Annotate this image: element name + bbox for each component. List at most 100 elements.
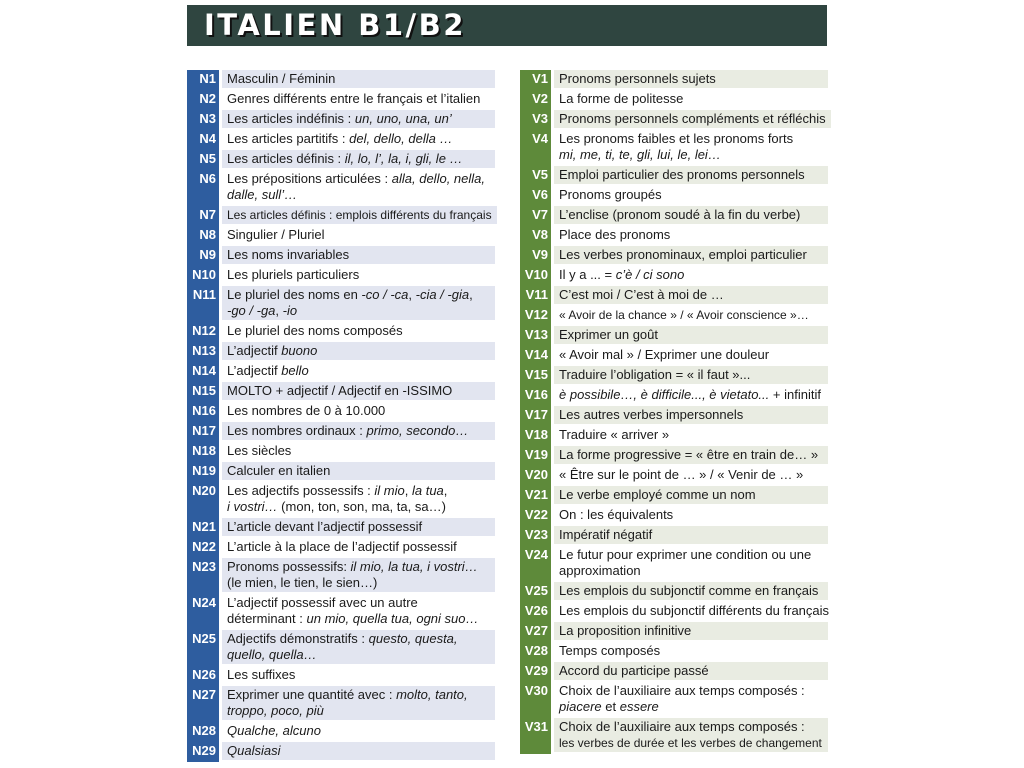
entry-title: La forme de politesse (554, 90, 828, 108)
toc-entry: V15 Traduire l’obligation = « il faut »..… (520, 366, 828, 384)
toc-entry: V29 Accord du participe passé (520, 662, 828, 680)
entry-title: Place des pronoms (554, 226, 828, 244)
entry-text-segment: buono (281, 343, 318, 358)
toc-entry: V30 Choix de l’auxiliaire aux temps compo… (520, 682, 828, 716)
entry-number: N1 (199, 71, 216, 86)
entry-title: Les articles définis : emplois différent… (222, 206, 497, 224)
entry-title: Masculin / Féminin (222, 70, 495, 88)
noms-column: N1 Masculin / Féminin N2 Genres différents … (187, 70, 497, 762)
entry-text-segment: Les suffixes (227, 667, 296, 682)
entry-title: Les nombres ordinaux : primo, secondo… (222, 422, 495, 440)
entry-number: N22 (192, 539, 216, 554)
entry-title: Accord du participe passé (554, 662, 828, 680)
toc-entry: N18 Les siècles (187, 442, 495, 460)
entry-number: N6 (199, 171, 216, 186)
toc-entry: N6 Les prépositions articulées : alla, de… (187, 170, 495, 204)
entry-text-segment: Exprimer un goût (559, 327, 658, 342)
entry-text-segment: (le mien, le tien, le sien…) (227, 575, 378, 590)
entry-text-segment: questo, questa, (368, 631, 458, 646)
toc-entry: N7 Les articles définis : emplois différe… (187, 206, 497, 224)
entry-title: Les articles définis : il, lo, l’, la, i… (222, 150, 495, 168)
toc-entry: N11 Le pluriel des noms en -co / -ca, -ci… (187, 286, 495, 320)
entry-number: V5 (532, 167, 548, 182)
entry-text-segment: il mio (374, 483, 405, 498)
entry-number: N21 (192, 519, 216, 534)
entry-text-segment: Singulier / Pluriel (227, 227, 325, 242)
entry-text-segment: L’adjectif possessif avec un autre (227, 595, 418, 610)
entry-title: è possibile…, è difficile..., è vietato.… (554, 386, 828, 404)
entry-text-segment: -io (282, 303, 298, 318)
entry-text-segment: Genres différents entre le français et l… (227, 91, 481, 106)
toc-entry: V28 Temps composés (520, 642, 828, 660)
toc-entry: N24 L’adjectif possessif avec un autre dét… (187, 594, 495, 628)
entry-title: Pronoms personnels compléments et réfléc… (554, 110, 831, 128)
toc-entry: V22 On : les équivalents (520, 506, 828, 524)
entry-text-segment: Le pluriel des noms composés (227, 323, 403, 338)
toc-entry: N16 Les nombres de 0 à 10.000 (187, 402, 495, 420)
entry-text-segment: La forme de politesse (559, 91, 684, 106)
toc-entry: N28 Qualche, alcuno (187, 722, 495, 740)
entry-text-segment: La proposition infinitive (559, 623, 692, 638)
entry-number: V8 (532, 227, 548, 242)
toc-entry: V31 Choix de l’auxiliaire aux temps compo… (520, 718, 828, 752)
entry-text-segment: Traduire « arriver » (559, 427, 670, 442)
entry-text-segment: Place des pronoms (559, 227, 671, 242)
entry-title: Exprimer un goût (554, 326, 828, 344)
toc-entry: V25 Les emplois du subjonctif comme en fr… (520, 582, 828, 600)
entry-text-segment: La forme progressive = « être en train d… (559, 447, 819, 462)
entry-title: Temps composés (554, 642, 828, 660)
entry-title: Le verbe employé comme un nom (554, 486, 828, 504)
toc-entry: N13 L’adjectif buono (187, 342, 495, 360)
entry-text-segment: Pronoms personnels compléments et réfléc… (559, 111, 826, 126)
entry-title: Qualsiasi (222, 742, 495, 760)
entry-number: N7 (199, 207, 216, 222)
toc-entry: N21 L’article devant l’adjectif possessif (187, 518, 495, 536)
entry-text-segment: + infinitif (769, 387, 821, 402)
entry-number: N3 (199, 111, 216, 126)
entry-title: L’adjectif possessif avec un autre déterm… (222, 594, 495, 628)
entry-title: Le pluriel des noms en -co / -ca, -cia /… (222, 286, 495, 320)
entry-number: V3 (532, 111, 548, 126)
entry-title: Les nombres de 0 à 10.000 (222, 402, 495, 420)
entry-text-segment: Il y a ... = (559, 267, 616, 282)
entry-title: Les articles indéfinis : un, uno, una, u… (222, 110, 495, 128)
entry-number: V19 (524, 447, 548, 462)
entry-text-segment: , (275, 303, 283, 318)
entry-text-segment: primo, secondo… (366, 423, 469, 438)
entry-number: N5 (199, 151, 216, 166)
entry-number: V24 (524, 547, 548, 562)
entry-text-segment: Le pluriel des noms en (227, 287, 362, 302)
entry-text-segment: On : les équivalents (559, 507, 674, 522)
entry-text-segment: Le verbe employé comme un nom (559, 487, 756, 502)
entry-text-segment: -cia / -gia (415, 287, 470, 302)
entry-text-segment: , (443, 483, 448, 498)
entry-title: Les pronoms faibles et les pronoms forts… (554, 130, 828, 164)
entry-text-segment: Les autres verbes impersonnels (559, 407, 744, 422)
entry-text-segment: alla, dello, nella, (391, 171, 485, 186)
entry-number: V10 (524, 267, 548, 282)
entry-title: L’adjectif buono (222, 342, 495, 360)
toc-entry: V6 Pronoms groupés (520, 186, 828, 204)
entry-title: Qualche, alcuno (222, 722, 495, 740)
entry-text-segment: L’article devant l’adjectif possessif (227, 519, 423, 534)
entry-text-segment: Les emplois du subjonctif différents du … (559, 603, 830, 618)
entry-title: L’article devant l’adjectif possessif (222, 518, 495, 536)
entry-number: N19 (192, 463, 216, 478)
entry-number: V27 (524, 623, 548, 638)
entry-number: V13 (524, 327, 548, 342)
entry-title: Les prépositions articulées : alla, dell… (222, 170, 495, 204)
toc-entry: N25 Adjectifs démonstratifs : questo, que… (187, 630, 495, 664)
entry-number: V22 (524, 507, 548, 522)
entry-title: Pronoms groupés (554, 186, 828, 204)
entry-text-segment: Accord du participe passé (559, 663, 709, 678)
toc-entry: N22 L’article à la place de l’adjectif po… (187, 538, 495, 556)
entry-text-segment: L’enclise (pronom soudé à la fin du verb… (559, 207, 801, 222)
entry-title: Les siècles (222, 442, 495, 460)
entry-text-segment: les verbes de durée et les verbes de cha… (559, 736, 822, 750)
entry-text-segment: Les adjectifs possessifs : (227, 483, 375, 498)
entry-text-segment: C’est moi / C’est à moi de … (559, 287, 724, 302)
entry-number: V2 (532, 91, 548, 106)
toc-entry: V26 Les emplois du subjonctif différents … (520, 602, 830, 620)
toc-entry: V20 « Être sur le point de … » / « Venir … (520, 466, 828, 484)
entry-number: V30 (524, 683, 548, 698)
